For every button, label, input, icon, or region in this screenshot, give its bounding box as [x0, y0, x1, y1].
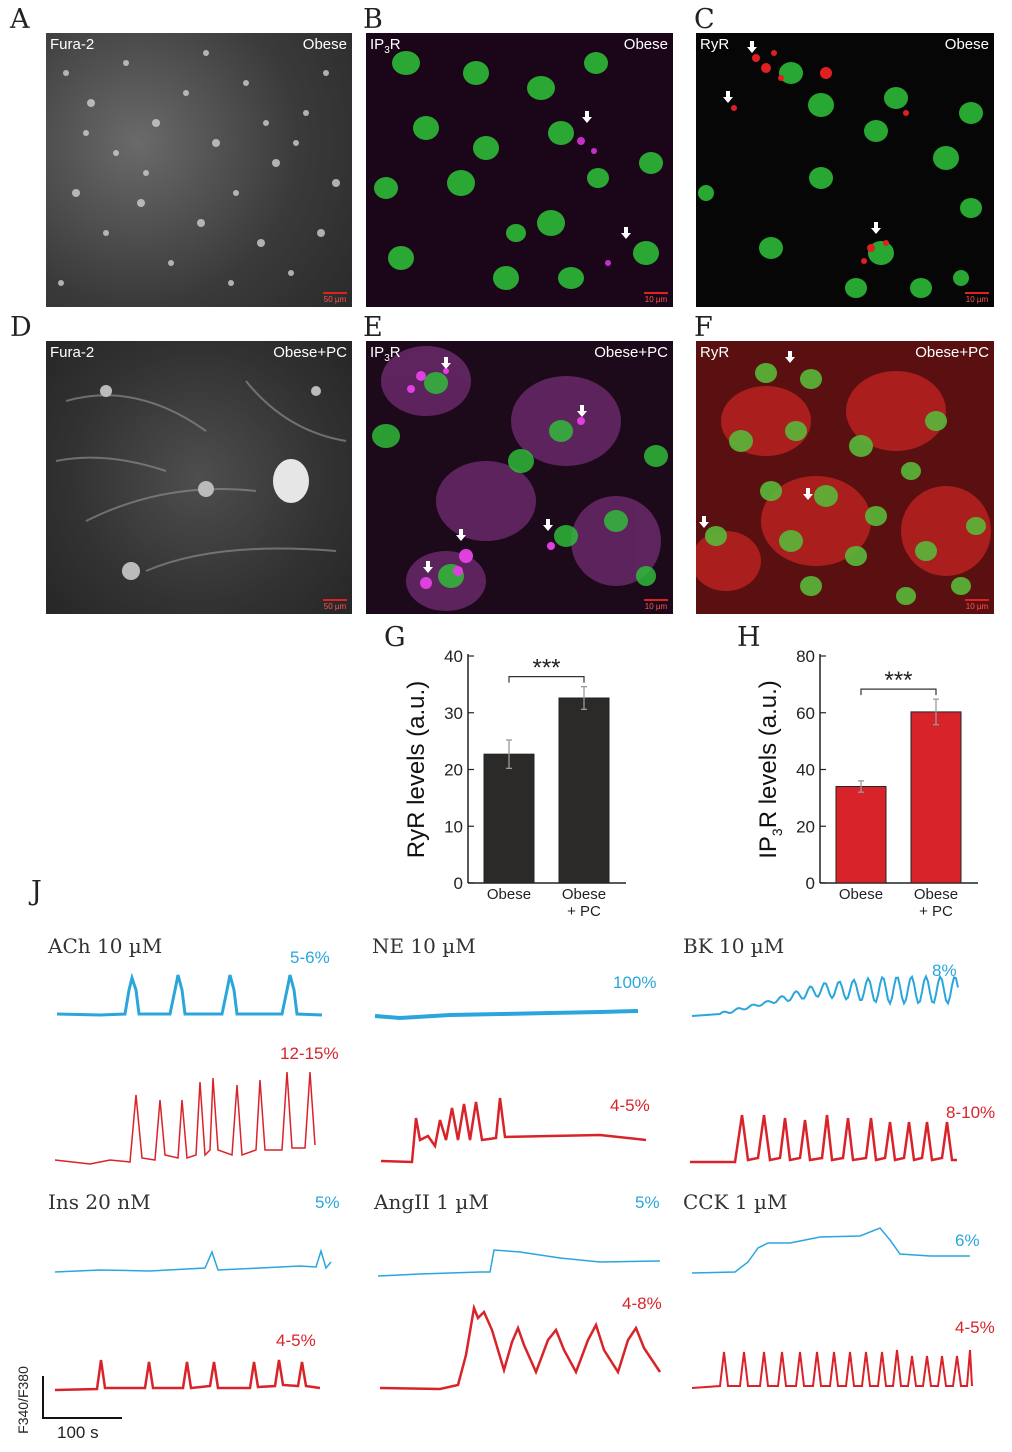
significance-bracket	[860, 688, 937, 696]
category-label: + PC	[567, 903, 601, 920]
category-label: Obese	[562, 886, 606, 903]
micrograph-e-texture	[372, 346, 668, 611]
pct-ach-red: 12-15%	[280, 1044, 339, 1063]
trace-title-ach: ACh 10 µM	[48, 934, 163, 958]
significance-bracket	[508, 676, 585, 683]
micrograph-b-stain: IP3R	[370, 36, 401, 56]
micrograph-a-texture	[58, 50, 340, 286]
panel-label-c: C	[694, 4, 715, 35]
micrograph-b-group: Obese	[623, 36, 668, 53]
micrograph-f: RyR Obese+PC 10 µm	[696, 341, 994, 614]
micrograph-f-scale: 10 µm	[965, 599, 989, 611]
panel-label-d: D	[10, 312, 32, 343]
y-tick-label: 20	[444, 761, 463, 780]
trace-ne-red	[380, 1097, 647, 1164]
micrograph-f-stain: RyR	[700, 344, 730, 361]
panel-label-g: G	[384, 622, 406, 653]
micrograph-b: IP3R Obese 10 µm	[366, 33, 673, 307]
micrograph-d-group: Obese+PC	[273, 344, 347, 361]
category-label: Obese	[839, 886, 883, 903]
bar-obese-pc	[558, 697, 610, 884]
y-tick-label: 60	[796, 704, 815, 723]
micrograph-c: RyR Obese 10 µm	[696, 33, 994, 307]
significance-marker: ***	[884, 667, 912, 694]
trace-cck-blue	[691, 1227, 970, 1274]
micrograph-d-stain: Fura-2	[50, 344, 95, 361]
y-tick-label: 40	[796, 761, 815, 780]
y-tick-label: 10	[444, 817, 463, 836]
micrograph-f-group: Obese+PC	[915, 344, 989, 361]
trace-bk-blue	[691, 973, 959, 1017]
category-label: + PC	[919, 903, 953, 920]
micrograph-e-stain: IP3R	[370, 344, 401, 364]
micrograph-c-scale: 10 µm	[965, 292, 989, 304]
panel-label-e: E	[363, 312, 383, 343]
significance-marker: ***	[532, 655, 560, 682]
pct-angii-blue: 5%	[635, 1193, 660, 1212]
y-axis-label: RyR levels (a.u.)	[403, 681, 430, 858]
trace-title-bk: BK 10 µM	[683, 934, 785, 958]
panel-label-h: H	[737, 622, 761, 653]
scale-x-label: 100 s	[57, 1423, 99, 1442]
micrograph-a-scale: 50 µm	[323, 292, 347, 304]
trace-angii-blue	[377, 1249, 661, 1277]
trace-title-ne: NE 10 µM	[372, 934, 476, 958]
micrograph-e-scale: 10 µm	[644, 599, 668, 611]
micrograph-a-group: Obese	[302, 36, 347, 53]
pct-angii-red: 4-8%	[622, 1294, 662, 1313]
pct-bk-blue: 8%	[932, 961, 957, 980]
pct-ins-red: 4-5%	[276, 1331, 316, 1350]
micrograph-c-group: Obese	[944, 36, 989, 53]
y-tick-label: 40	[444, 647, 463, 666]
panel-label-a: A	[10, 4, 30, 35]
trace-ach-red	[54, 1071, 316, 1165]
pct-ach-blue: 5-6%	[290, 948, 330, 967]
trace-ach-blue	[56, 972, 323, 1017]
micrograph-d: Fura-2 Obese+PC 50 µm	[46, 341, 352, 614]
pct-ne-blue: 100%	[613, 973, 657, 992]
trace-scale-bar	[42, 1376, 122, 1419]
y-axis-label: IP3R levels (a.u.)	[755, 680, 785, 859]
trace-title-angii: AngII 1 µM	[374, 1190, 489, 1214]
y-tick-label: 20	[796, 817, 815, 836]
micrograph-c-stain: RyR	[700, 36, 730, 53]
micrograph-d-texture	[55, 380, 347, 580]
micrograph-e-group: Obese+PC	[594, 344, 668, 361]
micrograph-b-scale: 10 µm	[644, 292, 668, 304]
trace-ne-blue	[374, 1009, 639, 1021]
micrograph-a: Fura-2 Obese 50 µm	[46, 33, 352, 307]
y-tick-label: 30	[444, 704, 463, 723]
y-tick-label: 80	[796, 647, 815, 666]
micrograph-d-scale: 50 µm	[323, 599, 347, 611]
micrograph-c-texture	[698, 41, 983, 298]
bar-obese	[835, 786, 887, 884]
trace-ins-red	[54, 1359, 321, 1392]
category-label: Obese	[914, 886, 958, 903]
micrograph-e: IP3R Obese+PC 10 µm	[366, 341, 673, 614]
y-tick-label: 0	[806, 874, 815, 893]
pct-ne-red: 4-5%	[610, 1096, 650, 1115]
panel-label-j: J	[31, 876, 42, 907]
trace-bk-red	[690, 1114, 957, 1164]
micrograph-a-stain: Fura-2	[50, 36, 95, 53]
scale-y-label: F340/F380	[15, 1366, 31, 1434]
trace-angii-red	[379, 1303, 662, 1391]
panel-label-b: B	[363, 4, 383, 35]
micrograph-f-texture	[696, 351, 991, 605]
category-label: Obese	[487, 886, 531, 903]
pct-cck-red: 4-5%	[955, 1318, 995, 1337]
y-tick-label: 0	[454, 874, 463, 893]
trace-title-ins: Ins 20 nM	[48, 1190, 151, 1214]
trace-title-cck: CCK 1 µM	[683, 1190, 788, 1214]
pct-bk-red: 8-10%	[946, 1103, 996, 1122]
panel-label-f: F	[694, 312, 713, 343]
trace-ins-blue	[54, 1248, 332, 1273]
pct-cck-blue: 6%	[955, 1231, 980, 1250]
trace-cck-red	[691, 1349, 973, 1389]
micrograph-b-texture	[374, 51, 663, 290]
pct-ins-blue: 5%	[315, 1193, 340, 1212]
